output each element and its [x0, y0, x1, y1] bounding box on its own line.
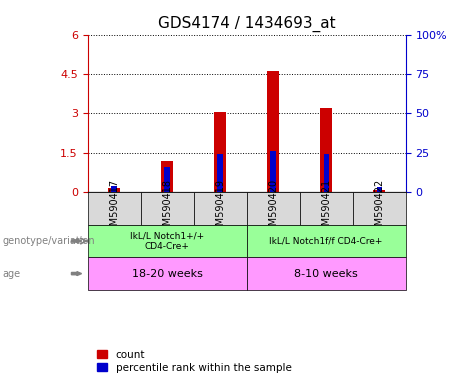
Text: IkL/L Notch1f/f CD4-Cre+: IkL/L Notch1f/f CD4-Cre+ [270, 237, 383, 245]
Bar [194, 192, 247, 225]
Text: 18-20 weeks: 18-20 weeks [132, 268, 202, 279]
Bar [320, 108, 332, 192]
Text: GSM590421: GSM590421 [321, 179, 331, 238]
Legend: count, percentile rank within the sample: count, percentile rank within the sample [93, 346, 296, 377]
Bar [218, 154, 223, 192]
Text: GSM590417: GSM590417 [109, 179, 119, 238]
Bar [88, 257, 247, 290]
Text: GSM590418: GSM590418 [162, 179, 172, 238]
Bar [161, 161, 173, 192]
Text: GSM590419: GSM590419 [215, 179, 225, 238]
Bar [353, 192, 406, 225]
Bar [214, 112, 226, 192]
Text: GSM590422: GSM590422 [374, 179, 384, 238]
Bar [165, 167, 170, 192]
Bar [112, 186, 117, 192]
Bar [88, 192, 141, 225]
Bar [247, 225, 406, 257]
Bar [247, 192, 300, 225]
Title: GDS4174 / 1434693_at: GDS4174 / 1434693_at [158, 16, 336, 32]
Bar [88, 225, 247, 257]
Bar [108, 188, 120, 192]
Bar [267, 71, 279, 192]
Bar [271, 151, 276, 192]
Text: 8-10 weeks: 8-10 weeks [294, 268, 358, 279]
Bar [300, 192, 353, 225]
Bar [324, 154, 329, 192]
Bar [247, 257, 406, 290]
Text: age: age [2, 268, 20, 279]
Text: GSM590420: GSM590420 [268, 179, 278, 238]
Bar [141, 192, 194, 225]
Text: IkL/L Notch1+/+
CD4-Cre+: IkL/L Notch1+/+ CD4-Cre+ [130, 231, 204, 251]
Bar [377, 187, 382, 192]
Bar [373, 190, 385, 192]
Text: genotype/variation: genotype/variation [2, 236, 95, 246]
